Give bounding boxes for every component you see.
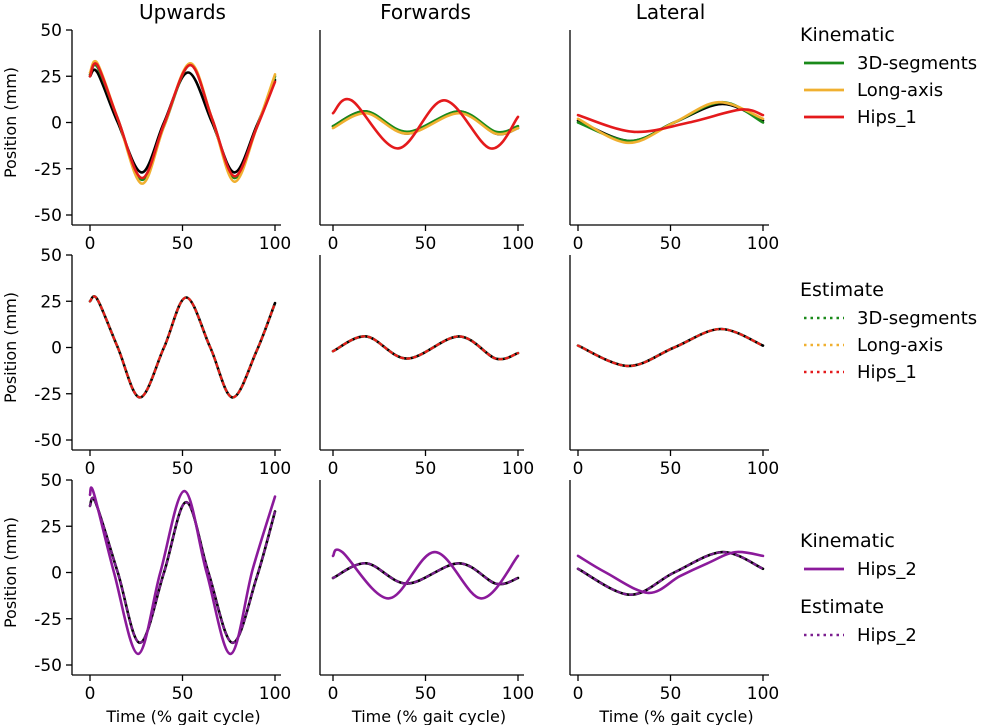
legend-title: Estimate bbox=[800, 279, 884, 301]
x-axis-label: Time (% gait cycle) bbox=[351, 707, 506, 725]
x-axis-label: Time (% gait cycle) bbox=[105, 707, 260, 725]
series-line-hips-1 bbox=[88, 295, 277, 399]
legend-title: Kinematic bbox=[800, 530, 895, 552]
legend-entry-label: 3D-segments bbox=[857, 53, 977, 74]
x-tick-label: 100 bbox=[259, 234, 291, 254]
x-tick-label: 100 bbox=[747, 234, 779, 254]
legend-title: Estimate bbox=[800, 596, 884, 618]
series-line-hips-1 bbox=[331, 335, 520, 361]
y-tick-label: 50 bbox=[40, 21, 62, 41]
legend-entry-label: Hips_1 bbox=[857, 362, 917, 383]
x-tick-label: 50 bbox=[660, 684, 682, 704]
x-tick-label: 0 bbox=[573, 459, 584, 479]
x-tick-label: 0 bbox=[85, 459, 96, 479]
x-tick-label: 100 bbox=[747, 459, 779, 479]
legend-entry-label: Hips_2 bbox=[857, 559, 917, 580]
series-line-hips-1 bbox=[331, 97, 520, 150]
x-tick-label: 100 bbox=[259, 459, 291, 479]
series-line-hips-1 bbox=[576, 327, 765, 368]
legend-title: Kinematic bbox=[800, 24, 895, 46]
series-line-hips-2-estimate bbox=[576, 550, 765, 596]
x-tick-label: 50 bbox=[415, 459, 437, 479]
x-axis-label: Time (% gait cycle) bbox=[598, 707, 753, 725]
series-line-hips-2-estimate bbox=[88, 496, 277, 644]
legend-entry-label: Long-axis bbox=[857, 80, 943, 101]
panel-title: Lateral bbox=[636, 0, 706, 24]
series-line-hips-1 bbox=[88, 62, 277, 180]
x-tick-label: 100 bbox=[747, 684, 779, 704]
x-tick-label: 100 bbox=[502, 684, 534, 704]
legend-entry-label: Hips_2 bbox=[857, 625, 917, 646]
series-line-hips-2 bbox=[576, 550, 765, 595]
x-tick-label: 50 bbox=[415, 234, 437, 254]
x-tick-label: 0 bbox=[328, 459, 339, 479]
y-tick-label: -50 bbox=[34, 656, 62, 676]
y-tick-label: -25 bbox=[34, 610, 62, 630]
x-tick-label: 50 bbox=[172, 684, 194, 704]
y-tick-label: 25 bbox=[40, 292, 62, 312]
y-tick-label: -50 bbox=[34, 206, 62, 226]
legend-entry-label: Long-axis bbox=[857, 335, 943, 356]
y-tick-label: 50 bbox=[40, 246, 62, 266]
series-line-reference bbox=[576, 327, 765, 368]
x-tick-label: 50 bbox=[415, 684, 437, 704]
series-line-long-axis bbox=[576, 100, 765, 145]
legend-entry-label: Hips_1 bbox=[857, 107, 917, 128]
series-line-hips-2 bbox=[88, 486, 277, 656]
y-tick-label: 25 bbox=[40, 517, 62, 537]
y-axis-label: Position (mm) bbox=[1, 292, 20, 403]
x-tick-label: 0 bbox=[573, 684, 584, 704]
y-axis-label: Position (mm) bbox=[1, 67, 20, 178]
x-tick-label: 100 bbox=[502, 459, 534, 479]
x-tick-label: 100 bbox=[502, 234, 534, 254]
x-tick-label: 50 bbox=[660, 234, 682, 254]
x-tick-label: 50 bbox=[172, 234, 194, 254]
x-tick-label: 50 bbox=[660, 459, 682, 479]
panel-title: Forwards bbox=[380, 0, 471, 24]
x-tick-label: 0 bbox=[328, 234, 339, 254]
x-tick-label: 0 bbox=[573, 234, 584, 254]
series-line-reference bbox=[88, 295, 277, 399]
series-line-hips-1 bbox=[576, 108, 765, 134]
y-tick-label: -25 bbox=[34, 385, 62, 405]
x-tick-label: 50 bbox=[172, 459, 194, 479]
y-tick-label: -25 bbox=[34, 160, 62, 180]
panel-title: Upwards bbox=[139, 0, 226, 24]
x-tick-label: 0 bbox=[85, 684, 96, 704]
x-tick-label: 0 bbox=[85, 234, 96, 254]
legend-entry-label: 3D-segments bbox=[857, 308, 977, 329]
y-tick-label: 0 bbox=[51, 114, 62, 134]
y-tick-label: 0 bbox=[51, 564, 62, 584]
y-tick-label: 25 bbox=[40, 67, 62, 87]
series-line-hips-2 bbox=[331, 548, 520, 600]
y-axis-label: Position (mm) bbox=[1, 517, 20, 628]
x-tick-label: 0 bbox=[328, 684, 339, 704]
x-tick-label: 100 bbox=[259, 684, 291, 704]
y-tick-label: 0 bbox=[51, 339, 62, 359]
y-tick-label: -50 bbox=[34, 431, 62, 451]
y-tick-label: 50 bbox=[40, 471, 62, 491]
